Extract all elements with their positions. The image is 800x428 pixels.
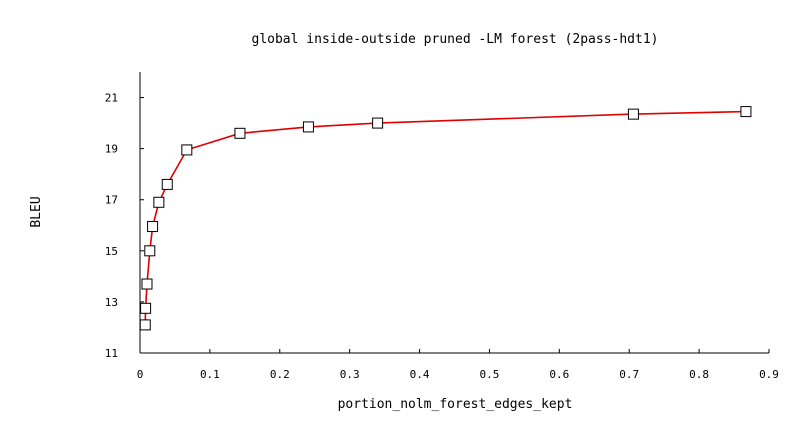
x-tick-label: 0.5: [480, 368, 500, 381]
series-line: [144, 110, 746, 325]
data-point: [372, 117, 384, 129]
series-layer: [139, 106, 752, 331]
axis-ticks: 0 0.1 0.2 0.3 0.4 0.5 0.6 0.7 0.8 0.9 11 13 15 17 19 21: [105, 92, 779, 381]
chart-title: global inside-outside pruned -LM forest …: [252, 32, 659, 47]
data-point: [234, 127, 246, 139]
axes: [139, 72, 769, 354]
x-tick-label: 0.7: [619, 368, 639, 381]
x-tick-label: 0.1: [200, 368, 220, 381]
y-tick-label: 11: [105, 347, 118, 360]
x-tick-label: 0.6: [549, 368, 569, 381]
data-point: [140, 302, 152, 314]
data-point: [161, 178, 173, 190]
y-tick-label: 15: [105, 245, 118, 258]
data-point: [627, 108, 639, 120]
data-point: [144, 245, 156, 257]
x-tick-label: 0.2: [270, 368, 290, 381]
y-tick-label: 19: [105, 143, 118, 156]
data-point: [147, 221, 159, 233]
data-point: [740, 106, 752, 118]
y-tick-label: 21: [105, 92, 118, 105]
y-tick-label: 13: [105, 296, 118, 309]
x-tick-label: 0.8: [689, 368, 709, 381]
y-axis-title: BLEU: [29, 196, 44, 227]
x-tick-label: 0: [137, 368, 144, 381]
data-point: [139, 319, 151, 331]
x-axis-title: portion_nolm_forest_edges_kept: [338, 397, 573, 412]
data-point: [302, 121, 314, 133]
x-tick-label: 0.3: [340, 368, 360, 381]
data-point: [141, 278, 153, 290]
y-tick-label: 17: [105, 194, 118, 207]
x-tick-label: 0.4: [410, 368, 430, 381]
data-point: [181, 144, 193, 156]
x-tick-label: 0.9: [759, 368, 779, 381]
data-point: [153, 196, 165, 208]
